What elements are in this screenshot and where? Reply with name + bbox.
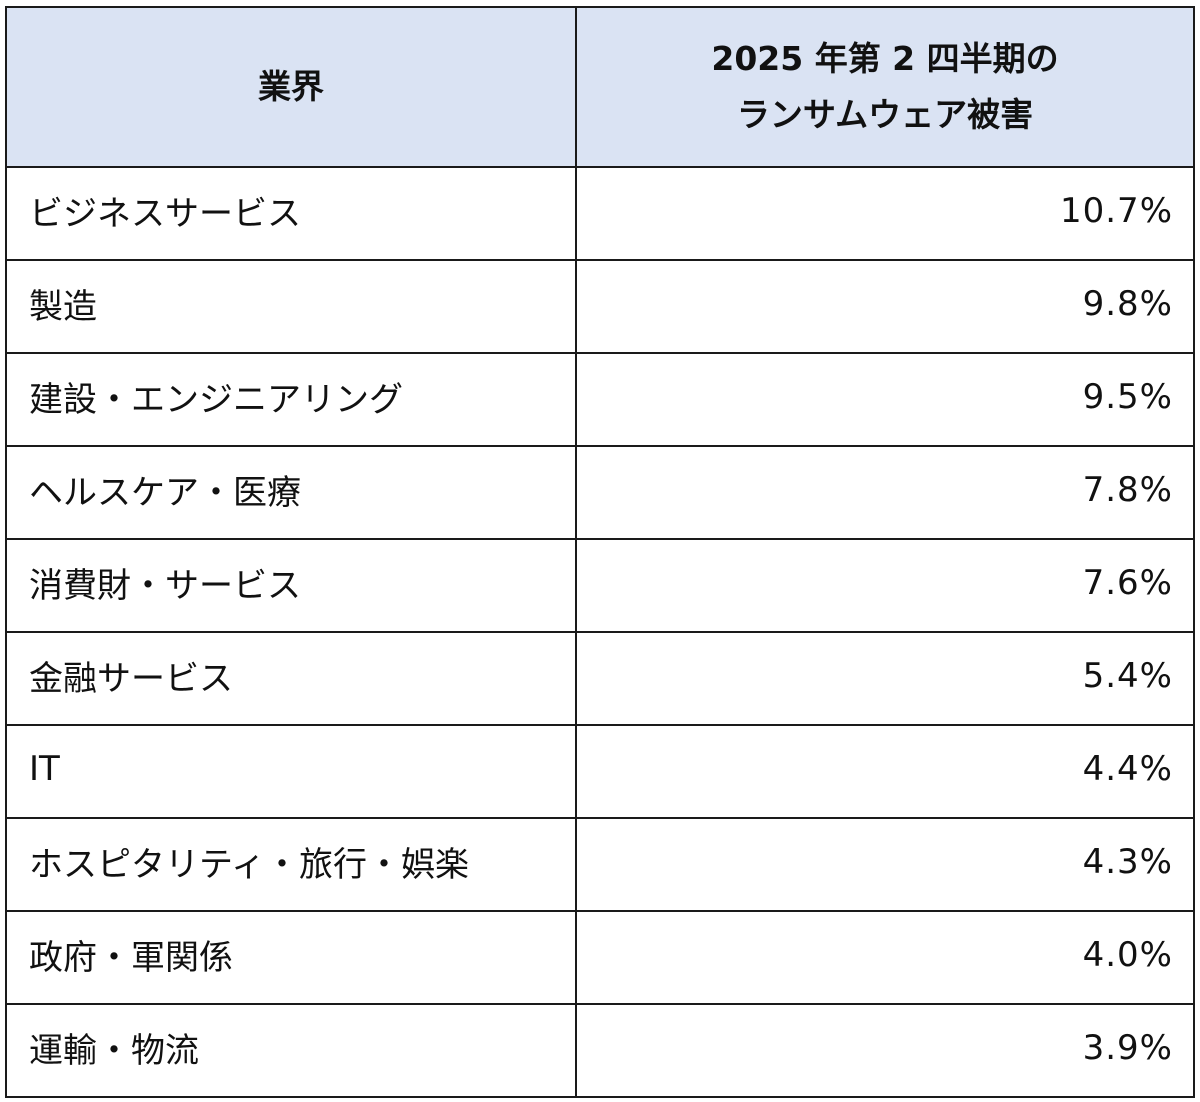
share-cell: 5.4% (575, 631, 1195, 726)
industry-cell: 金融サービス (5, 631, 577, 726)
industry-cell: 消費財・サービス (5, 538, 577, 633)
header-row: 業界 2025 年第 2 四半期の ランサムウェア被害 (5, 6, 1195, 168)
industry-column-header: 業界 (5, 6, 577, 168)
industry-cell: 運輸・物流 (5, 1003, 577, 1098)
table-row: IT 4.4% (5, 724, 1195, 819)
ransomware-industry-table: 業界 2025 年第 2 四半期の ランサムウェア被害 ビジネスサービス 10.… (5, 6, 1195, 1098)
table-row: ホスピタリティ・旅行・娯楽 4.3% (5, 817, 1195, 912)
table-row: 消費財・サービス 7.6% (5, 538, 1195, 633)
industry-cell: ホスピタリティ・旅行・娯楽 (5, 817, 577, 912)
table-row: 製造 9.8% (5, 259, 1195, 354)
share-column-label-line2: ランサムウェア被害 (736, 95, 1034, 134)
ransomware-industry-table-container: 業界 2025 年第 2 四半期の ランサムウェア被害 ビジネスサービス 10.… (5, 6, 1195, 1098)
table-header: 業界 2025 年第 2 四半期の ランサムウェア被害 (5, 6, 1195, 168)
share-cell: 4.4% (575, 724, 1195, 819)
share-cell: 7.8% (575, 445, 1195, 540)
industry-cell: 政府・軍関係 (5, 910, 577, 1005)
share-cell: 4.3% (575, 817, 1195, 912)
share-cell: 3.9% (575, 1003, 1195, 1098)
share-column-label-line1: 2025 年第 2 四半期の (711, 39, 1059, 78)
table-row: 運輸・物流 3.9% (5, 1003, 1195, 1098)
table-row: ビジネスサービス 10.7% (5, 166, 1195, 261)
industry-cell: IT (5, 724, 577, 819)
industry-cell: 建設・エンジニアリング (5, 352, 577, 447)
share-cell: 9.5% (575, 352, 1195, 447)
industry-column-label: 業界 (258, 67, 324, 106)
share-cell: 7.6% (575, 538, 1195, 633)
table-row: ヘルスケア・医療 7.8% (5, 445, 1195, 540)
table-body: ビジネスサービス 10.7% 製造 9.8% 建設・エンジニアリング 9.5% … (5, 166, 1195, 1098)
industry-cell: ヘルスケア・医療 (5, 445, 577, 540)
table-row: 金融サービス 5.4% (5, 631, 1195, 726)
table-row: 政府・軍関係 4.0% (5, 910, 1195, 1005)
share-cell: 4.0% (575, 910, 1195, 1005)
industry-cell: ビジネスサービス (5, 166, 577, 261)
table-row: 建設・エンジニアリング 9.5% (5, 352, 1195, 447)
share-cell: 9.8% (575, 259, 1195, 354)
industry-cell: 製造 (5, 259, 577, 354)
share-cell: 10.7% (575, 166, 1195, 261)
share-column-header: 2025 年第 2 四半期の ランサムウェア被害 (575, 6, 1195, 168)
